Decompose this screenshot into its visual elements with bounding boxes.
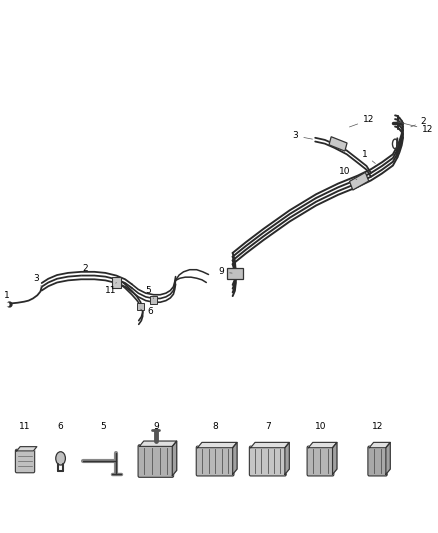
Text: 10: 10 — [314, 422, 325, 431]
FancyBboxPatch shape — [249, 446, 286, 476]
Polygon shape — [349, 172, 368, 190]
Polygon shape — [368, 442, 389, 448]
FancyBboxPatch shape — [138, 445, 173, 478]
Polygon shape — [284, 442, 289, 474]
Text: 3: 3 — [33, 274, 42, 287]
Text: 3: 3 — [292, 132, 312, 140]
FancyBboxPatch shape — [196, 446, 233, 476]
Text: 10: 10 — [339, 167, 356, 180]
FancyBboxPatch shape — [367, 446, 386, 476]
Polygon shape — [232, 442, 237, 474]
Polygon shape — [385, 442, 389, 474]
Polygon shape — [250, 442, 289, 448]
Text: 6: 6 — [57, 422, 64, 431]
Text: 7: 7 — [264, 422, 270, 431]
Text: 12: 12 — [349, 116, 374, 127]
Text: 11: 11 — [19, 422, 31, 431]
Text: 2: 2 — [81, 264, 87, 276]
Text: 12: 12 — [396, 122, 433, 134]
Text: 8: 8 — [212, 422, 218, 431]
Text: 1: 1 — [360, 150, 374, 164]
Text: 5: 5 — [100, 422, 106, 431]
Polygon shape — [197, 442, 237, 448]
FancyBboxPatch shape — [307, 446, 333, 476]
Text: 9: 9 — [152, 422, 159, 431]
Polygon shape — [328, 137, 346, 151]
FancyBboxPatch shape — [15, 449, 35, 473]
Polygon shape — [137, 303, 144, 310]
Polygon shape — [150, 296, 157, 304]
Text: 5: 5 — [145, 286, 153, 298]
Polygon shape — [17, 447, 37, 451]
Text: 12: 12 — [371, 422, 382, 431]
Text: 11: 11 — [105, 282, 116, 295]
Text: 9: 9 — [218, 268, 232, 276]
Polygon shape — [307, 442, 336, 448]
Polygon shape — [139, 441, 176, 447]
Polygon shape — [226, 268, 243, 279]
Polygon shape — [111, 277, 121, 288]
Polygon shape — [172, 441, 176, 475]
Ellipse shape — [56, 452, 65, 465]
Text: 6: 6 — [140, 308, 153, 316]
Text: 1: 1 — [4, 292, 10, 304]
Text: 2: 2 — [410, 117, 425, 127]
Polygon shape — [332, 442, 336, 474]
